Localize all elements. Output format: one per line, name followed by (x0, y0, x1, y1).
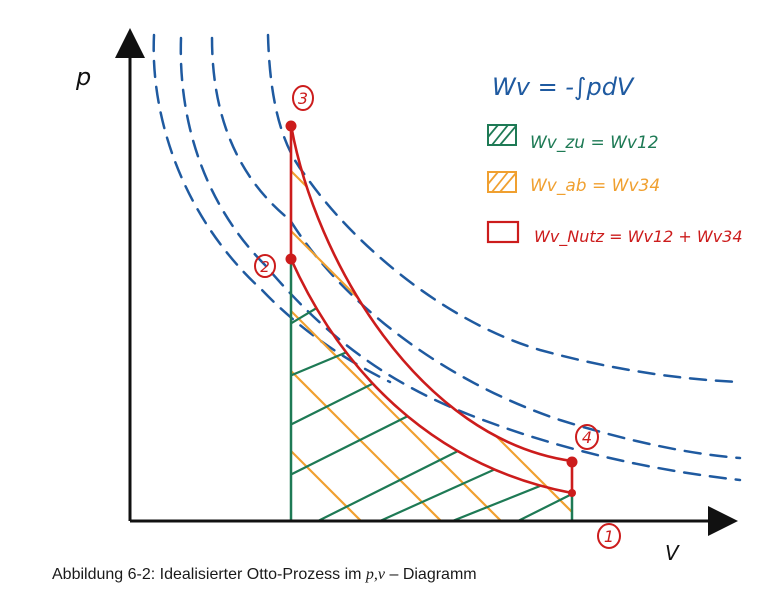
point-1 (568, 489, 576, 497)
state-labels (254, 85, 621, 549)
label-state-1: 1 (604, 527, 614, 546)
isotherm-4 (266, 33, 742, 384)
isotherm-1 (152, 33, 392, 384)
legend-swatch-orange (487, 171, 517, 193)
state-points (285, 120, 578, 497)
compression-curve-1-2 (289, 257, 574, 495)
legend-label-green: Wv_zu = Wv12 (530, 133, 659, 153)
point-4 (566, 456, 578, 468)
point-2 (285, 253, 297, 265)
caption-prefix: Abbildung 6-2: Idealisierter Otto-Prozes… (52, 566, 366, 583)
label-state-4: 4 (582, 428, 592, 447)
expansion-curve-3-4 (289, 123, 574, 463)
hatch-orange (290, 125, 572, 521)
label-state-2: 2 (260, 258, 270, 276)
legend-formula: Wv = -∫pdV (492, 73, 635, 101)
legend-label-orange: Wv_ab = Wv34 (530, 176, 660, 196)
legend-label-red: Wv_Nutz = Wv12 + Wv34 (534, 227, 743, 247)
isotherm-2 (179, 36, 742, 482)
isotherm-3 (210, 36, 742, 460)
label-state-3: 3 (298, 89, 308, 108)
caption-suffix: – Diagramm (385, 566, 477, 583)
point-3 (285, 120, 297, 132)
figure-caption: Abbildung 6-2: Idealisierter Otto-Prozes… (52, 566, 477, 584)
isotherm-lines (152, 33, 742, 482)
x-axis-label: V (665, 541, 680, 565)
legend: Wv = -∫pdV Wv_zu = Wv12 Wv_ab = Wv34 Wv_… (486, 73, 743, 247)
legend-swatch-green (487, 124, 517, 146)
caption-vars: p,v (365, 566, 386, 583)
legend-swatch-red (486, 220, 520, 244)
y-axis-label: p (75, 63, 91, 91)
